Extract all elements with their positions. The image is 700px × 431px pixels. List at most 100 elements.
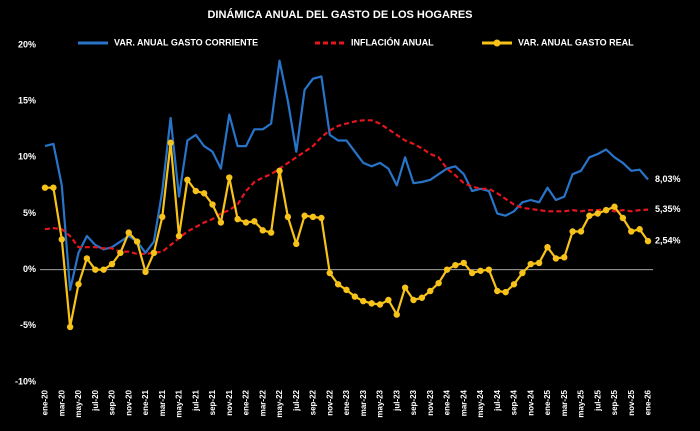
- point: [418, 294, 426, 301]
- series-line: [45, 141, 649, 329]
- point: [200, 190, 208, 197]
- x-tick-label: jul-21: [191, 389, 200, 411]
- point: [427, 287, 434, 295]
- point: [619, 214, 627, 222]
- legend-label: VAR. ANUAL GASTO CORRIENTE: [114, 37, 258, 47]
- point: [326, 269, 333, 277]
- point: [301, 212, 308, 219]
- x-tick-label: mar-21: [158, 389, 167, 416]
- point: [360, 297, 367, 305]
- x-tick-label: may-22: [275, 389, 284, 417]
- x-tick-label: ene-21: [141, 389, 150, 415]
- point: [577, 228, 585, 235]
- point: [100, 266, 107, 273]
- point: [66, 323, 74, 331]
- x-tick-label: jul-25: [593, 389, 602, 411]
- point: [385, 296, 392, 304]
- point: [276, 167, 283, 175]
- point: [443, 266, 451, 273]
- x-tick-label: sep-22: [309, 389, 318, 415]
- x-tick-label: nov-22: [325, 389, 334, 415]
- series-line: [44, 119, 649, 255]
- point: [284, 213, 292, 221]
- point: [92, 266, 99, 273]
- point: [401, 284, 409, 291]
- x-tick-label: mar-23: [359, 389, 368, 416]
- x-tick-label: nov-23: [426, 389, 435, 415]
- x-tick-label: mar-20: [57, 389, 66, 416]
- point: [108, 260, 116, 268]
- point: [159, 213, 166, 221]
- legend-label: INFLACIÓN ANUAL: [351, 36, 434, 47]
- x-tick-label: jul-24: [493, 389, 502, 411]
- x-tick-label: nov-20: [124, 389, 133, 415]
- point: [351, 293, 359, 300]
- x-tick-label: mar-25: [560, 389, 569, 416]
- value-label: 8,03%: [655, 174, 681, 184]
- x-tick-label: ene-26: [644, 389, 653, 415]
- point: [142, 268, 149, 276]
- point: [502, 288, 509, 296]
- point: [368, 300, 375, 307]
- x-tick-label: sep-25: [610, 389, 619, 415]
- point: [209, 201, 216, 208]
- point: [586, 212, 593, 219]
- x-tick-label: mar-24: [459, 389, 468, 416]
- x-tick-label: nov-25: [627, 389, 636, 415]
- point: [552, 255, 560, 262]
- x-tick-label: may-24: [476, 389, 485, 417]
- point: [452, 261, 459, 269]
- point: [133, 238, 141, 245]
- x-tick-label: nov-24: [526, 389, 535, 415]
- y-tick-label: 0%: [23, 264, 36, 274]
- point: [636, 226, 643, 233]
- point: [485, 266, 493, 273]
- point: [234, 215, 241, 223]
- point: [184, 176, 191, 183]
- y-tick-label: 10%: [18, 152, 36, 162]
- point: [460, 259, 467, 267]
- point: [117, 249, 124, 257]
- point: [125, 229, 132, 236]
- point: [561, 254, 568, 261]
- point: [293, 240, 300, 248]
- x-tick-label: ene-23: [342, 389, 351, 415]
- point: [41, 184, 49, 191]
- point: [628, 228, 635, 235]
- point: [251, 218, 258, 225]
- x-tick-label: jul-23: [392, 389, 401, 411]
- x-tick-label: sep-21: [208, 389, 217, 415]
- point: [527, 260, 534, 268]
- point: [318, 214, 325, 222]
- point: [544, 244, 551, 251]
- x-tick-label: ene-24: [443, 389, 452, 415]
- point: [644, 237, 652, 245]
- y-tick-label: 5%: [23, 208, 36, 218]
- point: [510, 281, 518, 288]
- x-tick-label: may-20: [74, 389, 83, 417]
- value-label: 2,54%: [655, 236, 681, 246]
- x-tick-label: ene-22: [242, 389, 251, 415]
- x-tick-label: nov-21: [225, 389, 234, 415]
- point: [611, 203, 618, 210]
- point: [267, 229, 275, 236]
- x-tick-label: may-25: [577, 389, 586, 417]
- y-tick-label: -5%: [20, 320, 36, 330]
- point: [410, 296, 417, 304]
- point: [150, 249, 158, 257]
- point: [435, 279, 442, 287]
- legend-label: VAR. ANUAL GASTO REAL: [518, 37, 634, 47]
- point: [334, 281, 342, 288]
- x-tick-label: sep-24: [510, 389, 519, 415]
- x-tick-label: jul-20: [91, 389, 100, 411]
- point: [376, 301, 384, 308]
- point: [226, 174, 233, 181]
- point: [343, 286, 350, 294]
- point: [58, 236, 65, 243]
- point: [50, 184, 57, 191]
- point: [309, 213, 317, 221]
- y-tick-label: 15%: [18, 96, 36, 106]
- point: [217, 219, 225, 226]
